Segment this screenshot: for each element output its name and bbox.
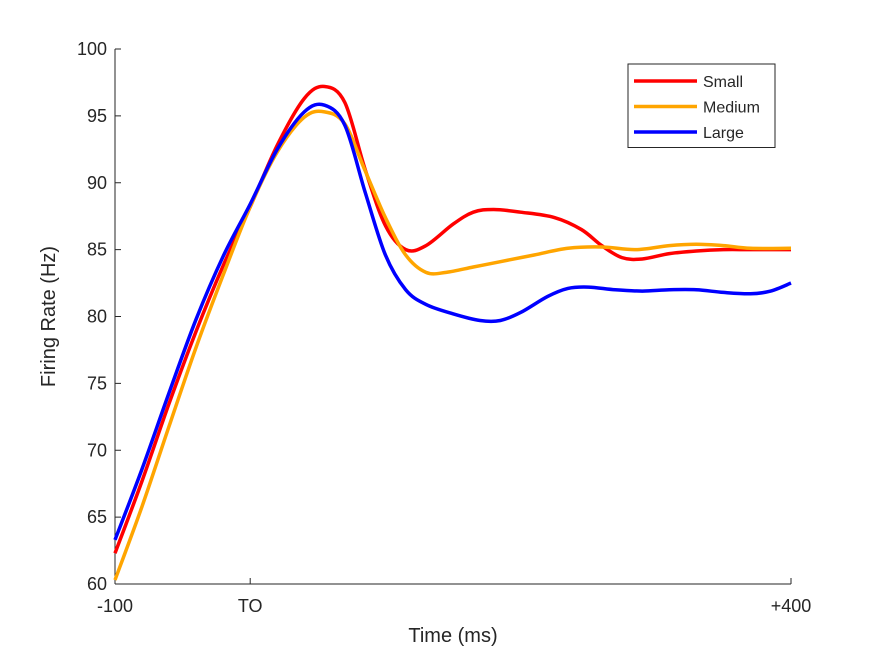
series-line-large — [113, 102, 792, 541]
y-tick-label: 85 — [87, 240, 107, 260]
x-tick-label: +400 — [771, 596, 812, 616]
legend-label-small: Small — [703, 74, 743, 91]
y-tick-label: 60 — [87, 574, 107, 594]
x-tick-label: TO — [238, 596, 263, 616]
plot-area: 60 65 70 75 80 85 90 95 100 -100 TO +400 — [77, 39, 811, 616]
y-axis-label: Firing Rate (Hz) — [38, 246, 60, 387]
y-tick-label: 65 — [87, 507, 107, 527]
legend: Small Medium Large — [627, 63, 776, 148]
x-tick-label: -100 — [97, 596, 133, 616]
series-lines — [113, 84, 792, 581]
x-axis-label: Time (ms) — [408, 625, 497, 647]
series-line-medium — [113, 109, 792, 581]
y-ticks: 60 65 70 75 80 85 90 95 100 — [77, 39, 121, 594]
y-tick-label: 70 — [87, 440, 107, 460]
y-tick-label: 95 — [87, 106, 107, 126]
legend-label-large: Large — [703, 125, 744, 142]
y-tick-label: 90 — [87, 173, 107, 193]
y-tick-label: 80 — [87, 307, 107, 327]
series-line-small — [113, 84, 791, 554]
y-tick-label: 75 — [87, 373, 107, 393]
legend-label-medium: Medium — [703, 100, 760, 117]
y-tick-label: 100 — [77, 39, 107, 59]
x-ticks: -100 TO +400 — [97, 578, 811, 616]
